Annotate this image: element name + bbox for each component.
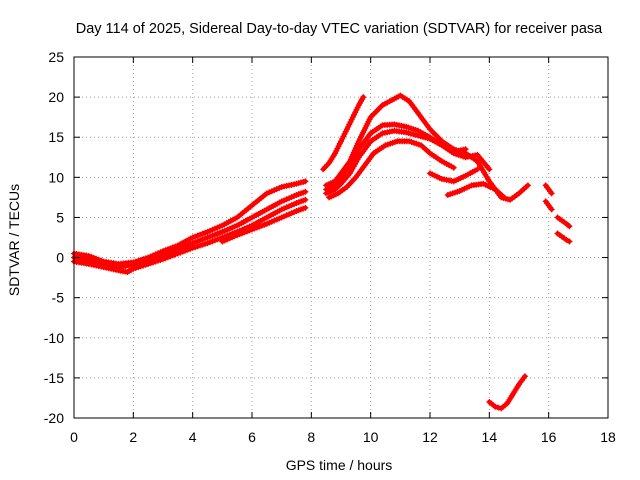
data-point-marker <box>462 146 469 153</box>
y-axis-label: SDTVAR / TECUs <box>6 184 22 296</box>
data-point-marker <box>524 182 531 189</box>
series-track-4 <box>219 204 309 245</box>
y-tick-label: 20 <box>48 89 64 105</box>
x-tick-label: 6 <box>248 429 256 445</box>
series-track-8 <box>323 127 493 197</box>
y-tick-label: 15 <box>48 129 64 145</box>
y-tick-label: -20 <box>44 410 64 426</box>
series-track-12 <box>486 373 528 412</box>
y-tick-label: 0 <box>56 250 64 266</box>
data-point-marker <box>492 403 499 410</box>
x-tick-label: 4 <box>189 429 197 445</box>
y-tick-label: -10 <box>44 330 64 346</box>
axis-ticks: 0 2 4 6 8 10 12 14 16 18 -20 -15 -10 -5 0 5 10 15 20 25 <box>44 49 616 445</box>
chart-title: Day 114 of 2025, Sidereal Day-to-day VTE… <box>76 21 603 37</box>
x-tick-label: 12 <box>422 429 438 445</box>
x-tick-label: 8 <box>307 429 315 445</box>
series-track-9 <box>326 138 457 201</box>
x-axis-label: GPS time / hours <box>286 457 393 473</box>
data-point-marker <box>450 164 457 171</box>
data-point-marker <box>302 204 309 211</box>
plot-border <box>73 56 609 419</box>
data-point-marker <box>302 196 309 203</box>
data-points <box>71 92 573 412</box>
series-track-10 <box>427 166 481 185</box>
series-track-16 <box>554 230 573 245</box>
data-point-marker <box>548 190 555 197</box>
y-tick-label: 10 <box>48 169 64 185</box>
x-tick-label: 0 <box>70 429 78 445</box>
data-point-marker <box>302 178 309 185</box>
series-track-14 <box>542 198 555 213</box>
data-point-marker <box>566 223 573 230</box>
data-point-marker <box>302 188 309 195</box>
data-point-marker <box>360 94 367 101</box>
y-tick-label: 25 <box>48 49 64 65</box>
series-track-5 <box>320 94 367 173</box>
series-track-15 <box>554 214 573 230</box>
y-tick-label: 5 <box>56 209 64 225</box>
y-tick-label: -5 <box>52 290 65 306</box>
data-point-marker <box>501 194 508 201</box>
grid-lines <box>74 57 608 418</box>
series-track-11 <box>444 180 508 201</box>
data-point-marker <box>566 238 573 245</box>
data-point-marker <box>495 404 502 411</box>
data-point-marker <box>486 166 493 173</box>
x-tick-label: 14 <box>482 429 498 445</box>
x-tick-label: 10 <box>363 429 379 445</box>
series-track-13 <box>542 182 555 197</box>
x-tick-label: 2 <box>129 429 137 445</box>
data-point-marker <box>521 373 528 380</box>
series-track <box>71 189 308 270</box>
y-tick-label: -15 <box>44 370 64 386</box>
x-tick-label: 16 <box>541 429 557 445</box>
x-tick-label: 18 <box>600 429 616 445</box>
data-point-marker <box>474 166 481 173</box>
data-point-marker <box>548 206 555 213</box>
